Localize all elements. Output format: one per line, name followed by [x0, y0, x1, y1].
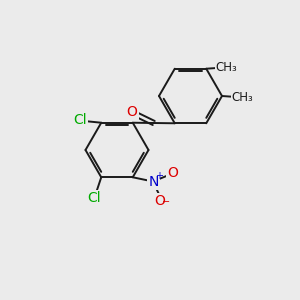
Text: O: O — [127, 106, 138, 119]
Text: −: − — [162, 197, 170, 207]
Text: CH₃: CH₃ — [232, 91, 253, 104]
Text: N: N — [148, 175, 159, 189]
Text: CH₃: CH₃ — [216, 61, 238, 74]
Text: +: + — [155, 171, 163, 182]
Text: O: O — [154, 194, 165, 208]
Text: Cl: Cl — [74, 113, 87, 127]
Text: Cl: Cl — [87, 191, 101, 205]
Text: O: O — [167, 166, 178, 180]
